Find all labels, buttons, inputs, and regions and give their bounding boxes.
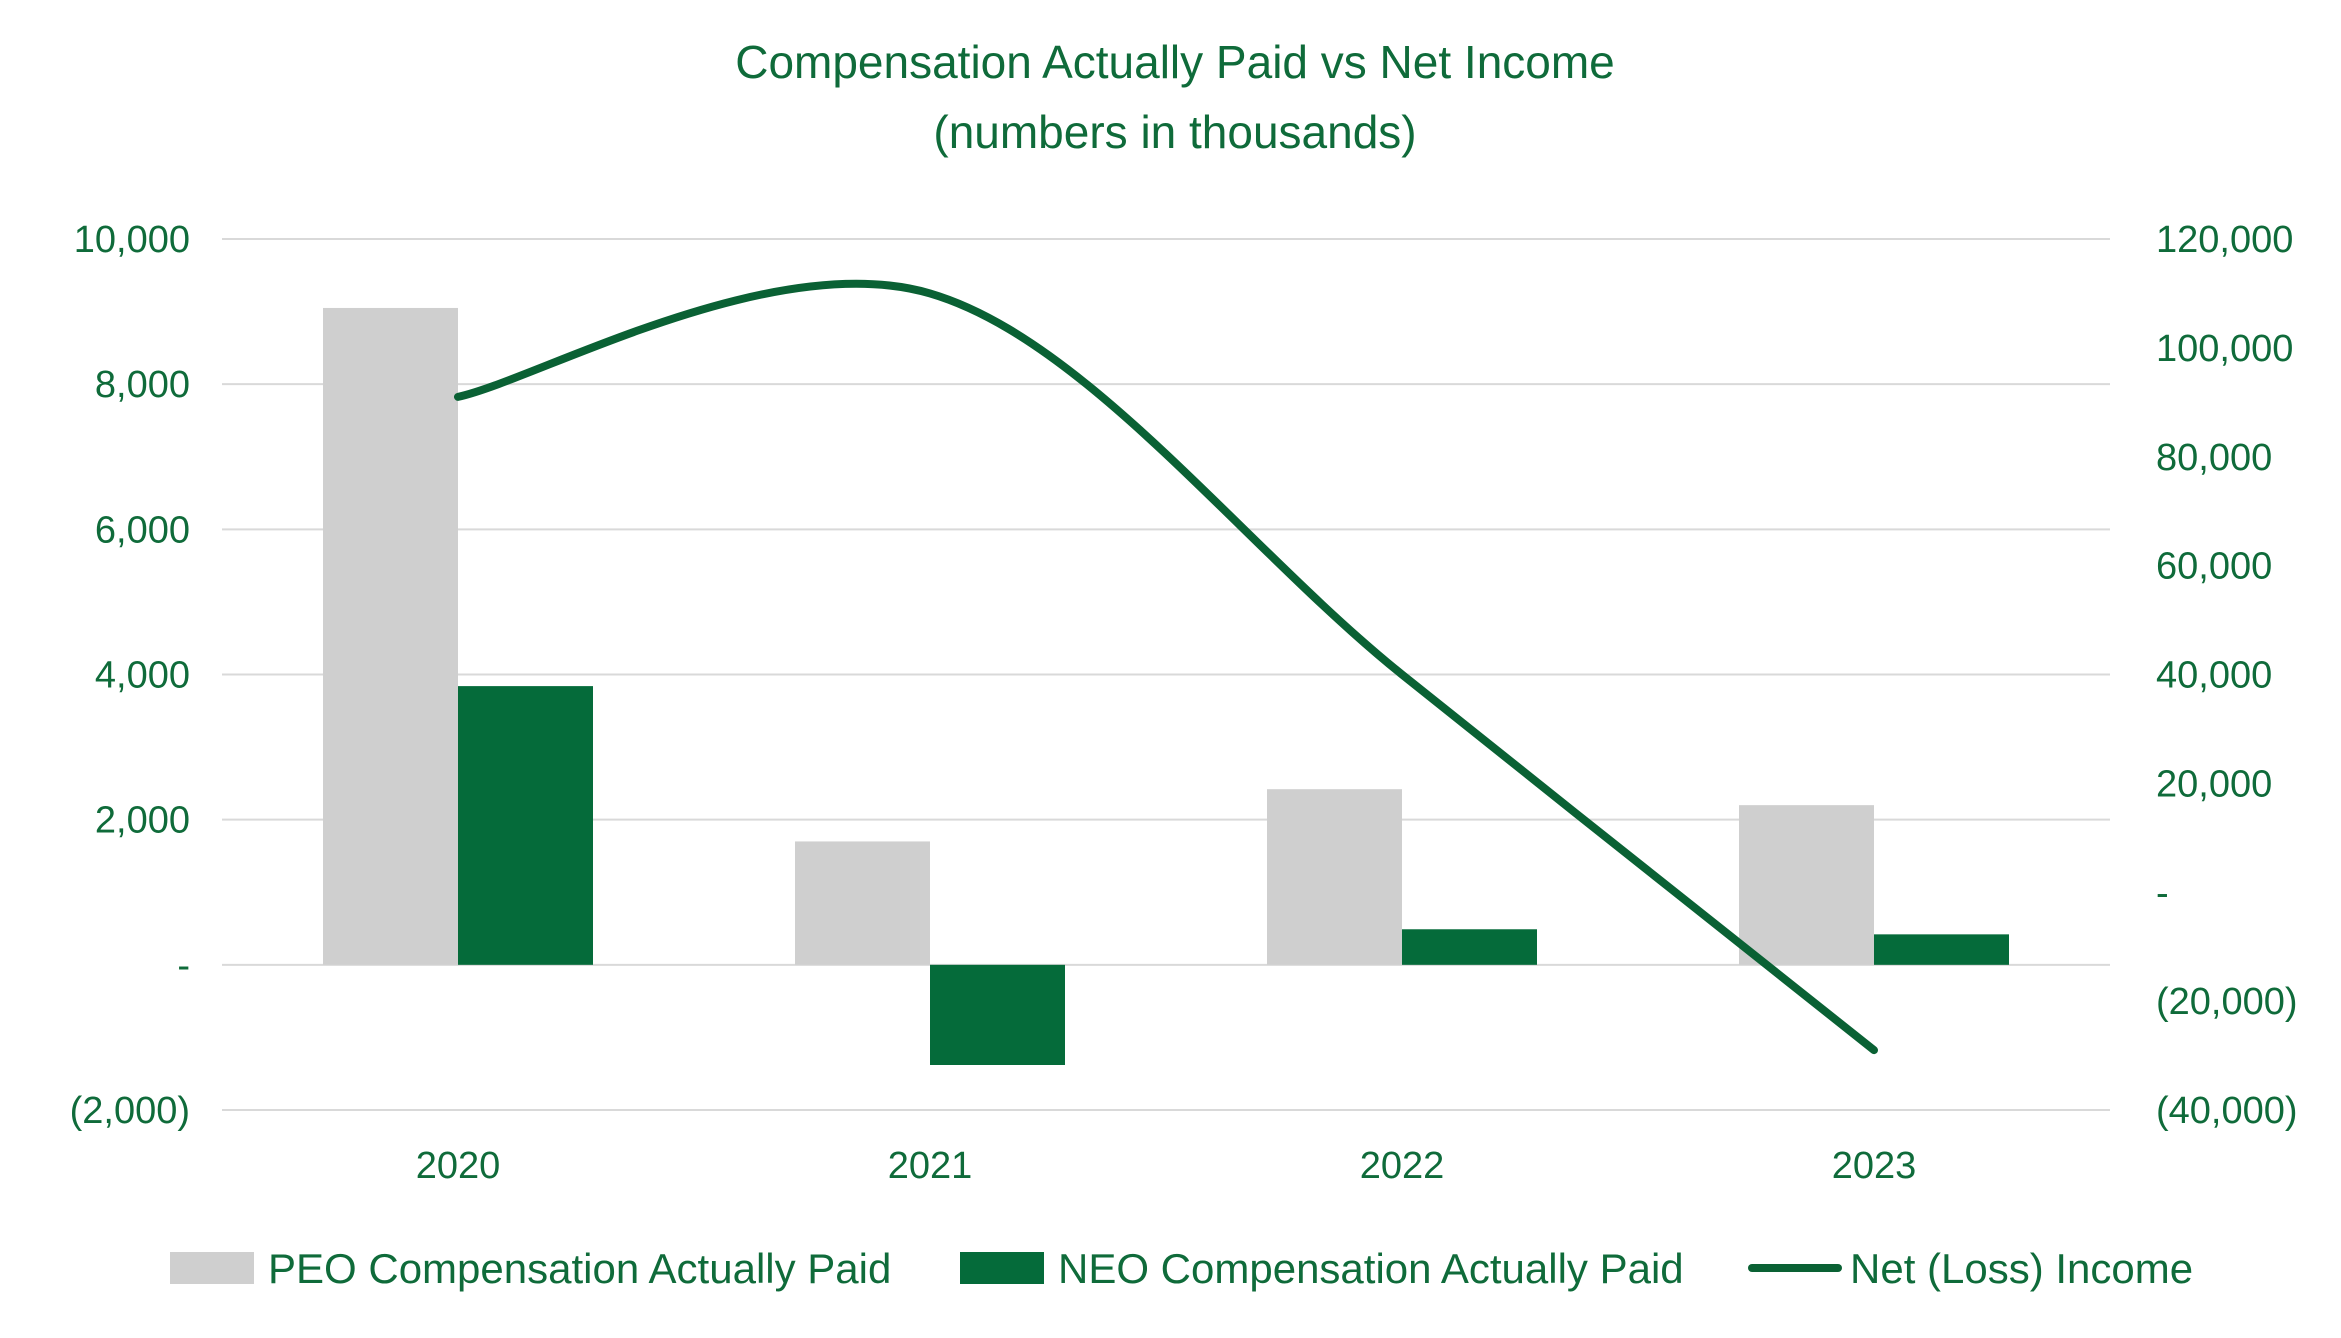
neo-bar-2022 — [1402, 929, 1537, 965]
right-tick-label: 100,000 — [2156, 328, 2293, 370]
right-tick-label: (20,000) — [2156, 981, 2298, 1023]
left-y-axis: (2,000) - 2,000 4,000 6,000 8,000 10,000 — [70, 219, 190, 1132]
chart-title: Compensation Actually Paid vs Net Income — [735, 36, 1615, 88]
right-tick-label: (40,000) — [2156, 1090, 2298, 1132]
legend-label: NEO Compensation Actually Paid — [1058, 1245, 1684, 1292]
gridlines — [222, 238, 2110, 1111]
right-tick-label: 40,000 — [2156, 655, 2272, 697]
net-income-line-layer — [454, 279, 1878, 1055]
bars — [323, 307, 2009, 1065]
right-tick-label: 120,000 — [2156, 219, 2293, 261]
right-tick-label: 60,000 — [2156, 546, 2272, 588]
peo-bar-2020 — [323, 307, 458, 965]
left-tick-label: 4,000 — [95, 655, 190, 697]
x-axis: 2020 2021 2022 2023 — [416, 1145, 1917, 1187]
right-y-axis: (40,000) (20,000) - 20,000 40,000 60,000 80,00… — [2156, 219, 2298, 1132]
x-tick-label: 2022 — [1360, 1145, 1445, 1187]
right-tick-label: 80,000 — [2156, 437, 2272, 479]
legend-label: Net (Loss) Income — [1850, 1245, 2193, 1292]
neo-bar-2020 — [458, 686, 593, 965]
net-income-line — [454, 279, 1878, 1055]
x-tick-label: 2021 — [888, 1145, 973, 1187]
chart-subtitle: (numbers in thousands) — [933, 106, 1416, 158]
peo-bar-2021 — [795, 841, 930, 965]
left-tick-label: 2,000 — [95, 800, 190, 842]
peo-bar-2022 — [1267, 789, 1402, 965]
neo-bar-2023 — [1874, 934, 2009, 965]
legend-swatch-neo — [960, 1252, 1044, 1284]
legend: PEO Compensation Actually Paid NEO Compen… — [170, 1245, 2193, 1292]
peo-bar-2023 — [1739, 805, 1874, 965]
neo-bar-2021 — [930, 964, 1065, 1065]
left-tick-label: 8,000 — [95, 364, 190, 406]
left-tick-label: 6,000 — [95, 509, 190, 551]
left-tick-label: (2,000) — [70, 1090, 190, 1132]
left-tick-label: 10,000 — [74, 219, 190, 261]
x-tick-label: 2023 — [1832, 1145, 1917, 1187]
right-tick-label: 20,000 — [2156, 763, 2272, 805]
right-tick-label: - — [2156, 872, 2169, 914]
legend-swatch-peo — [170, 1252, 254, 1284]
legend-label: PEO Compensation Actually Paid — [268, 1245, 891, 1292]
x-tick-label: 2020 — [416, 1145, 501, 1187]
left-tick-label: - — [177, 945, 190, 987]
